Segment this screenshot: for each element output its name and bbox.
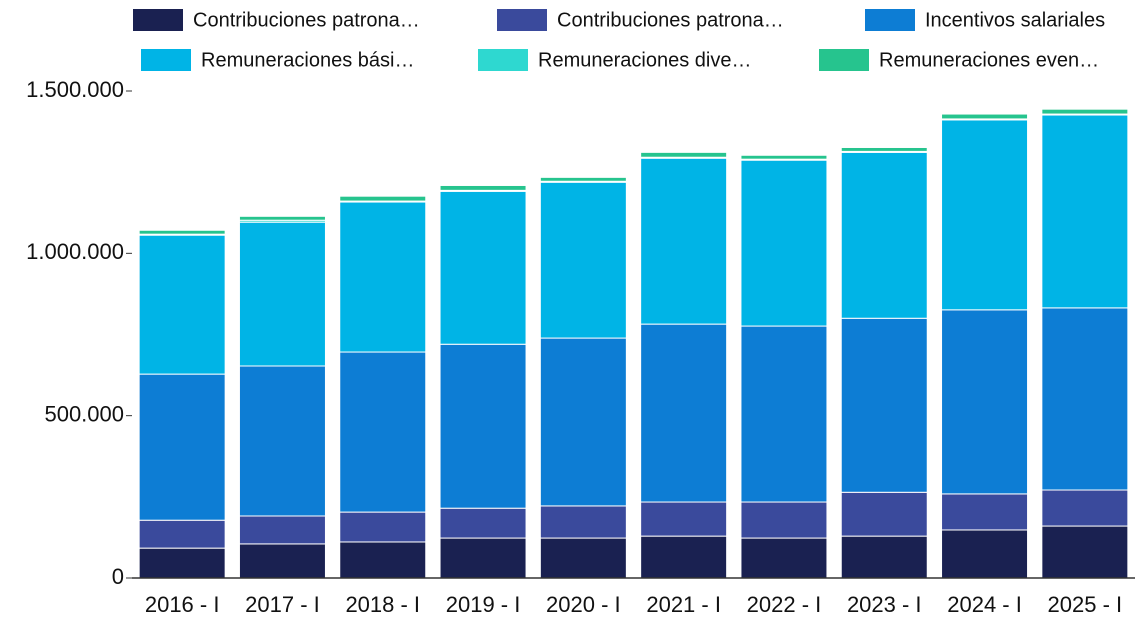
y-tick-label: 1.500.000 bbox=[26, 77, 124, 102]
bar-segment bbox=[238, 543, 326, 579]
x-tick-label: 2018 - I bbox=[345, 592, 420, 617]
x-tick-label: 2021 - I bbox=[646, 592, 721, 617]
bar-segment bbox=[339, 195, 427, 202]
bar-segment bbox=[138, 229, 226, 235]
bar-segment bbox=[339, 201, 427, 353]
legend-swatch bbox=[478, 49, 528, 71]
bar-segment bbox=[1041, 307, 1129, 491]
x-tick-label: 2017 - I bbox=[245, 592, 320, 617]
bar-segment bbox=[238, 215, 326, 221]
bar-segment bbox=[640, 501, 728, 537]
x-tick-label: 2016 - I bbox=[145, 592, 220, 617]
bar-segment bbox=[138, 373, 226, 521]
bar-segment bbox=[339, 511, 427, 543]
bar-segment bbox=[941, 119, 1029, 311]
x-tick-label: 2023 - I bbox=[847, 592, 922, 617]
bar-segment bbox=[539, 176, 627, 182]
bar-segment bbox=[640, 535, 728, 579]
bar-segment bbox=[840, 535, 928, 579]
bar-segment bbox=[439, 537, 527, 579]
bar-segment bbox=[138, 234, 226, 375]
bar-segment bbox=[640, 157, 728, 325]
bar-segment bbox=[1041, 489, 1129, 527]
legend-swatch bbox=[865, 9, 915, 31]
x-tick-label: 2020 - I bbox=[546, 592, 621, 617]
bar-segment bbox=[539, 537, 627, 579]
bar-segment bbox=[138, 519, 226, 549]
x-tick-label: 2025 - I bbox=[1048, 592, 1123, 617]
bar-segment bbox=[238, 221, 326, 367]
legend-swatch bbox=[819, 49, 869, 71]
bar-segment bbox=[840, 146, 928, 152]
bar-segment bbox=[339, 541, 427, 579]
bar-segment bbox=[339, 351, 427, 513]
legend-label: Contribuciones patrona… bbox=[193, 9, 420, 31]
bar-segment bbox=[439, 190, 527, 345]
legend-label: Remuneraciones even… bbox=[879, 49, 1099, 71]
legend-label: Contribuciones patrona… bbox=[557, 9, 784, 31]
y-tick-label: 1.000.000 bbox=[26, 239, 124, 264]
x-tick-label: 2022 - I bbox=[747, 592, 822, 617]
bar-segment bbox=[840, 491, 928, 537]
bar-segment bbox=[1041, 525, 1129, 579]
bar-segment bbox=[740, 501, 828, 539]
bar-segment bbox=[238, 365, 326, 517]
bar-segment bbox=[1041, 114, 1129, 309]
bar-segment bbox=[941, 113, 1029, 120]
bar-segment bbox=[941, 309, 1029, 495]
y-tick-label: 0 bbox=[112, 564, 124, 589]
bar-segment bbox=[539, 337, 627, 507]
bar-segment bbox=[539, 181, 627, 339]
bar-segment bbox=[840, 317, 928, 493]
bar-segment bbox=[238, 515, 326, 545]
legend-swatch bbox=[133, 9, 183, 31]
bar-segment bbox=[539, 505, 627, 539]
bar-segment bbox=[640, 151, 728, 158]
bar-segment bbox=[740, 154, 828, 160]
legend-swatch bbox=[497, 9, 547, 31]
bar-segment bbox=[840, 151, 928, 319]
y-tick-label: 500.000 bbox=[44, 401, 124, 426]
bar-segment bbox=[740, 325, 828, 503]
x-tick-label: 2024 - I bbox=[947, 592, 1022, 617]
bar-segment bbox=[941, 529, 1029, 579]
bar-segment bbox=[640, 323, 728, 503]
bar-segment bbox=[1041, 108, 1129, 115]
legend-label: Remuneraciones dive… bbox=[538, 49, 751, 71]
bar-segment bbox=[439, 507, 527, 539]
x-tick-label: 2019 - I bbox=[446, 592, 521, 617]
bar-segment bbox=[941, 493, 1029, 531]
bar-segment bbox=[439, 184, 527, 191]
bar-segment bbox=[740, 537, 828, 579]
legend-label: Incentivos salariales bbox=[925, 9, 1105, 31]
legend-label: Remuneraciones bási… bbox=[201, 49, 414, 71]
bar-segment bbox=[740, 159, 828, 327]
bar-segment bbox=[138, 547, 226, 579]
bar-segment bbox=[439, 343, 527, 509]
legend-swatch bbox=[141, 49, 191, 71]
